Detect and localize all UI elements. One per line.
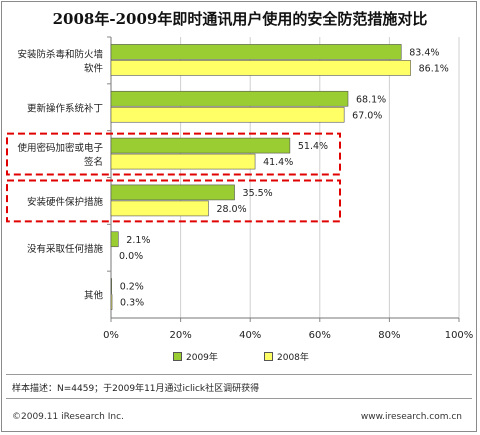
data-label: 67.0%	[352, 110, 382, 121]
legend-swatch-2009	[173, 352, 182, 361]
data-label: 83.4%	[409, 47, 439, 58]
category-label: 没有采取任何措施	[27, 243, 104, 255]
bar-2008	[110, 60, 411, 76]
highlight-box	[6, 132, 341, 176]
bar-2008	[110, 294, 113, 310]
data-label: 0.2%	[120, 282, 144, 293]
category-label: 软件	[84, 62, 104, 74]
x-tick-label: 20%	[169, 330, 191, 341]
data-label: 86.1%	[419, 63, 449, 74]
separator-line	[6, 374, 472, 375]
category-label: 安装防杀毒和防火墙	[17, 48, 103, 60]
bar-2009	[110, 90, 349, 107]
bar-2008	[110, 153, 256, 170]
data-label: 0.0%	[119, 251, 143, 262]
data-label: 41.4%	[263, 157, 293, 168]
bar-2009	[110, 137, 291, 154]
x-tick-label: 80%	[378, 330, 400, 341]
bar-2009	[110, 184, 235, 201]
legend-item-2009: 2009年	[173, 350, 218, 363]
legend-label-2009: 2009年	[186, 353, 218, 363]
x-tick-label: 0%	[103, 330, 119, 341]
category-label: 安装硬件保护措施	[27, 196, 104, 208]
data-label: 35.5%	[243, 188, 273, 199]
data-label: 28.0%	[216, 204, 246, 215]
sample-note: 样本描述：N=4459；于2009年11月通过iclick社区调研获得	[12, 384, 260, 394]
category-label: 更新操作系统补丁	[27, 102, 103, 114]
data-label: 2.1%	[126, 235, 150, 246]
x-tick-label: 60%	[309, 330, 331, 341]
chart-title: 2008年-2009年即时通讯用户使用的安全防范措施对比	[52, 10, 428, 28]
x-tick-label: 40%	[239, 330, 261, 341]
bar-2008	[110, 200, 209, 217]
bar-2009	[110, 278, 112, 294]
legend-item-2008: 2008年	[264, 350, 309, 363]
bar-2009	[110, 231, 119, 248]
legend-swatch-2008	[264, 352, 273, 361]
legend-label-2008: 2008年	[277, 353, 309, 363]
website-text: www.iresearch.com.cn	[360, 412, 462, 422]
category-label: 其他	[84, 290, 104, 302]
bar-2008	[110, 106, 345, 123]
copyright-text: ©2009.11 iResearch Inc.	[12, 412, 124, 422]
separator-line	[6, 398, 472, 399]
data-label: 51.4%	[298, 141, 328, 152]
highlight-box	[6, 179, 341, 223]
x-tick-label: 100%	[445, 330, 474, 341]
bar-2009	[110, 44, 402, 60]
data-label: 0.3%	[120, 298, 144, 309]
category-label: 签名	[84, 156, 103, 168]
category-label: 使用密码加密或电子	[17, 142, 103, 154]
data-label: 68.1%	[356, 94, 386, 105]
